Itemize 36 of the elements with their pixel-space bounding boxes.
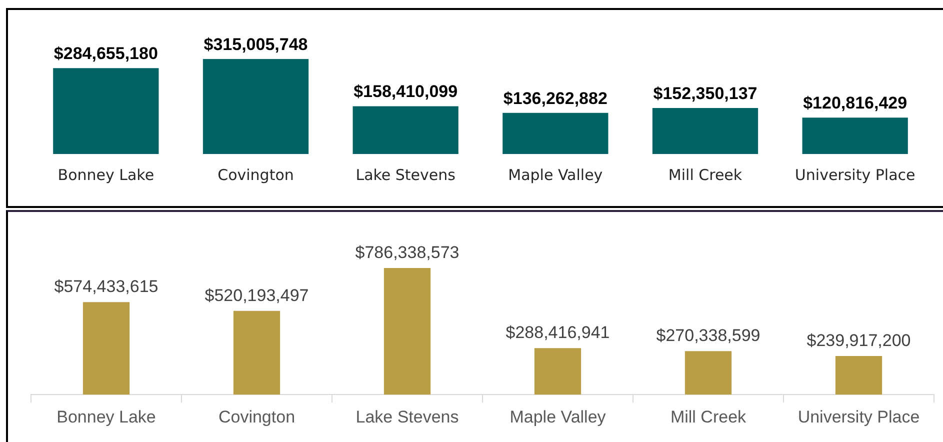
x-tick-label: University Place — [798, 407, 920, 426]
x-tick-label: Lake Stevens — [356, 407, 459, 426]
x-tick-label: Covington — [218, 166, 294, 184]
bar — [384, 268, 431, 395]
bar — [202, 59, 309, 154]
data-label: $270,338,599 — [656, 326, 760, 346]
x-tick-label: Bonney Lake — [58, 166, 154, 184]
bar — [352, 106, 458, 154]
data-label: $786,338,573 — [355, 243, 460, 262]
bar — [802, 118, 908, 154]
data-label: $284,655,180 — [54, 44, 158, 64]
data-label: $288,416,941 — [506, 323, 610, 342]
bar — [835, 356, 882, 395]
data-label: $158,410,099 — [354, 82, 458, 102]
x-tick-label: Mill Creek — [670, 407, 747, 426]
bar — [53, 68, 159, 154]
x-tick-label: Maple Valley — [508, 166, 603, 184]
data-label: $120,816,429 — [803, 94, 908, 113]
bar — [502, 112, 608, 154]
bar — [534, 348, 582, 395]
data-label: $315,005,748 — [204, 35, 308, 54]
data-label: $136,262,882 — [503, 88, 608, 108]
bar — [233, 310, 280, 395]
data-label: $239,917,200 — [806, 330, 911, 350]
bar — [82, 302, 130, 395]
data-label: $520,193,497 — [204, 286, 309, 305]
x-tick-label: Lake Stevens — [356, 166, 456, 184]
bar — [684, 351, 732, 395]
x-tick-label: Bonney Lake — [56, 407, 156, 426]
x-tick-label: Maple Valley — [510, 407, 606, 426]
data-label: $152,350,137 — [653, 84, 758, 104]
x-tick-label: Covington — [218, 407, 296, 426]
bar — [652, 108, 758, 154]
x-tick-label: Mill Creek — [668, 166, 742, 184]
x-tick-label: University Place — [794, 166, 916, 184]
data-label: $574,433,615 — [54, 277, 158, 296]
